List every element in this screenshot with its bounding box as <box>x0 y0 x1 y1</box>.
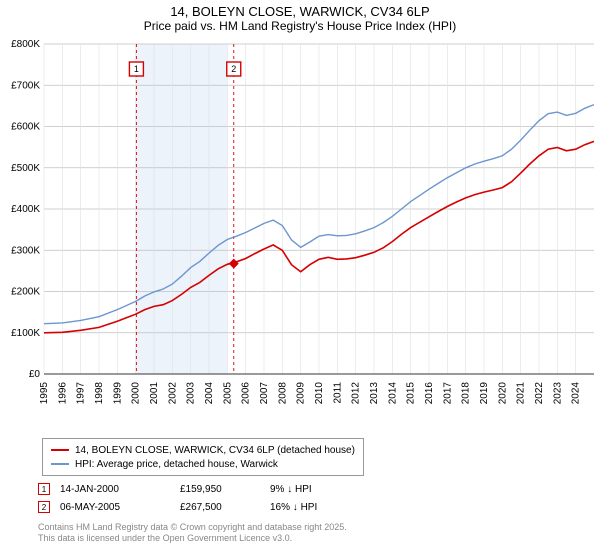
annotation-pct: 9% ↓ HPI <box>270 484 370 495</box>
svg-text:2003: 2003 <box>186 382 197 405</box>
svg-text:£700K: £700K <box>11 80 40 91</box>
svg-text:2014: 2014 <box>387 382 398 405</box>
annotation-date: 06-MAY-2005 <box>60 502 170 513</box>
svg-text:£300K: £300K <box>11 245 40 256</box>
svg-text:1995: 1995 <box>39 382 50 405</box>
svg-text:2019: 2019 <box>479 382 490 405</box>
legend-row: HPI: Average price, detached house, Warw… <box>51 457 355 471</box>
svg-text:2009: 2009 <box>296 382 307 405</box>
footnote-line1: Contains HM Land Registry data © Crown c… <box>38 522 347 533</box>
legend-swatch <box>51 463 69 465</box>
svg-text:2015: 2015 <box>406 382 417 405</box>
svg-text:£500K: £500K <box>11 163 40 174</box>
svg-text:2001: 2001 <box>149 382 160 405</box>
svg-text:2020: 2020 <box>497 382 508 405</box>
svg-text:2007: 2007 <box>259 382 270 405</box>
annotation-row: 1 14-JAN-2000 £159,950 9% ↓ HPI <box>38 480 370 498</box>
annotation-marker: 2 <box>38 501 50 513</box>
legend-label: HPI: Average price, detached house, Warw… <box>75 459 278 470</box>
svg-text:2005: 2005 <box>222 382 233 405</box>
svg-text:2018: 2018 <box>461 382 472 405</box>
svg-text:2023: 2023 <box>552 382 563 405</box>
svg-text:£200K: £200K <box>11 287 40 298</box>
svg-text:1997: 1997 <box>76 382 87 405</box>
svg-text:£400K: £400K <box>11 204 40 215</box>
annotation-date: 14-JAN-2000 <box>60 484 170 495</box>
svg-text:2013: 2013 <box>369 382 380 405</box>
title-line1: 14, BOLEYN CLOSE, WARWICK, CV34 6LP <box>0 4 600 19</box>
svg-text:1998: 1998 <box>94 382 105 405</box>
svg-text:£800K: £800K <box>11 40 40 50</box>
svg-text:2016: 2016 <box>424 382 435 405</box>
svg-text:2010: 2010 <box>314 382 325 405</box>
chart-svg: £0 £100K £200K £300K £400K £500K £600K £700K £80… <box>2 40 598 430</box>
svg-text:2002: 2002 <box>167 382 178 405</box>
footnote-line2: This data is licensed under the Open Gov… <box>38 533 347 544</box>
svg-text:2012: 2012 <box>351 382 362 405</box>
svg-text:2011: 2011 <box>332 382 343 404</box>
annotation-marker: 1 <box>38 483 50 495</box>
svg-text:2008: 2008 <box>277 382 288 405</box>
svg-text:£0: £0 <box>29 369 41 380</box>
annotation-pct: 16% ↓ HPI <box>270 502 370 513</box>
svg-text:2000: 2000 <box>131 382 142 405</box>
title-block: 14, BOLEYN CLOSE, WARWICK, CV34 6LP Pric… <box>0 0 600 35</box>
svg-text:1996: 1996 <box>57 382 68 405</box>
annotation-price: £267,500 <box>180 502 260 513</box>
svg-text:2004: 2004 <box>204 382 215 405</box>
svg-text:1999: 1999 <box>112 382 123 405</box>
chart-area: £0 £100K £200K £300K £400K £500K £600K £700K £80… <box>2 40 598 430</box>
svg-text:£100K: £100K <box>11 328 40 339</box>
svg-text:£600K: £600K <box>11 122 40 133</box>
legend-row: 14, BOLEYN CLOSE, WARWICK, CV34 6LP (det… <box>51 443 355 457</box>
svg-text:2024: 2024 <box>571 382 582 405</box>
chart-container: 14, BOLEYN CLOSE, WARWICK, CV34 6LP Pric… <box>0 0 600 560</box>
title-line2: Price paid vs. HM Land Registry's House … <box>0 19 600 33</box>
svg-text:2022: 2022 <box>534 382 545 405</box>
annotation-row: 2 06-MAY-2005 £267,500 16% ↓ HPI <box>38 498 370 516</box>
svg-text:2021: 2021 <box>516 382 527 405</box>
footnote: Contains HM Land Registry data © Crown c… <box>38 522 347 544</box>
annotation-price: £159,950 <box>180 484 260 495</box>
annotation-table: 1 14-JAN-2000 £159,950 9% ↓ HPI 2 06-MAY-2005… <box>38 480 370 516</box>
svg-text:2006: 2006 <box>241 382 252 405</box>
svg-text:2017: 2017 <box>442 382 453 405</box>
legend-swatch <box>51 449 69 451</box>
svg-text:1: 1 <box>134 64 139 74</box>
legend: 14, BOLEYN CLOSE, WARWICK, CV34 6LP (det… <box>42 438 364 476</box>
legend-label: 14, BOLEYN CLOSE, WARWICK, CV34 6LP (det… <box>75 445 355 456</box>
svg-text:2: 2 <box>231 64 236 74</box>
